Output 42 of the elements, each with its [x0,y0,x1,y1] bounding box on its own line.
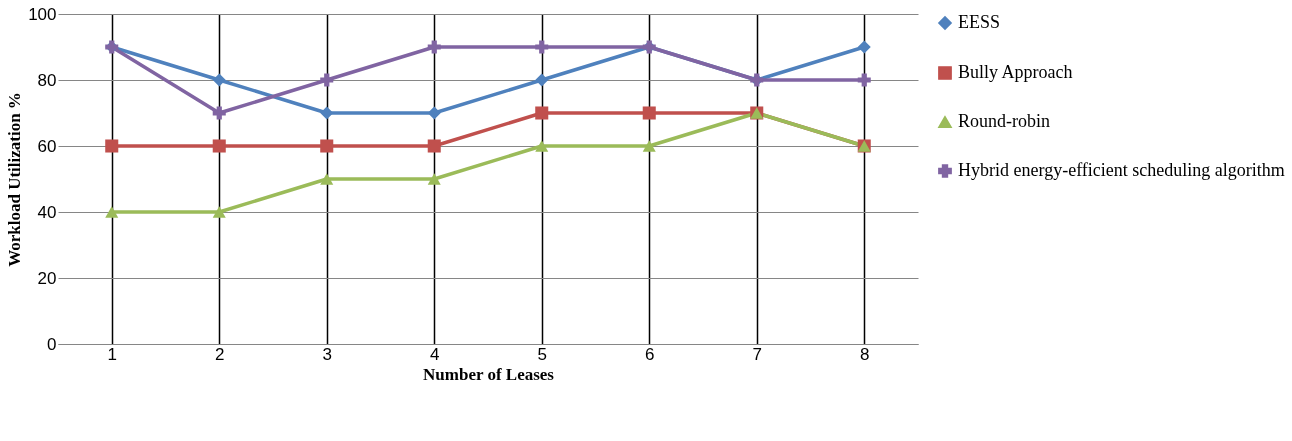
point [535,140,549,152]
x-tick-label: 3 [322,344,332,364]
point [427,139,441,153]
point [642,140,656,152]
legend-label: Round-robin [958,111,1050,131]
point [212,206,226,218]
x-tick-label: 6 [645,344,655,364]
x-tick-label: 5 [537,344,547,364]
y-tick-label: 60 [37,136,57,156]
point [857,73,871,87]
point [535,106,549,120]
x-tick-label: 4 [430,344,440,364]
point [105,139,119,153]
y-tick-label: 20 [37,268,57,288]
point [320,173,334,185]
point [320,73,334,87]
x-axis-title: Number of Leases [423,364,555,384]
point [427,40,441,54]
point [535,73,549,87]
x-tick-label: 8 [860,344,870,364]
point [105,206,119,218]
x-tick-label: 1 [107,344,117,364]
y-tick-label: 80 [37,70,57,90]
y-tick-label: 100 [28,4,57,24]
point [212,106,226,120]
y-axis-title: Workload Utilization % [5,92,25,267]
point [320,106,334,120]
legend-label: EESS [958,12,1001,32]
point [427,173,441,185]
x-tick-label: 7 [752,344,762,364]
y-tick-label: 40 [37,202,57,222]
point [857,40,871,54]
point [320,139,334,153]
legend-label: Hybrid energy-efficient scheduling algorithm [958,160,1285,180]
point [212,73,226,87]
point [212,139,226,153]
point [427,106,441,120]
point [642,106,656,120]
point [535,40,549,54]
y-tick-label: 0 [47,334,57,354]
x-tick-label: 2 [215,344,225,364]
legend-label: Bully Approach [958,62,1073,82]
